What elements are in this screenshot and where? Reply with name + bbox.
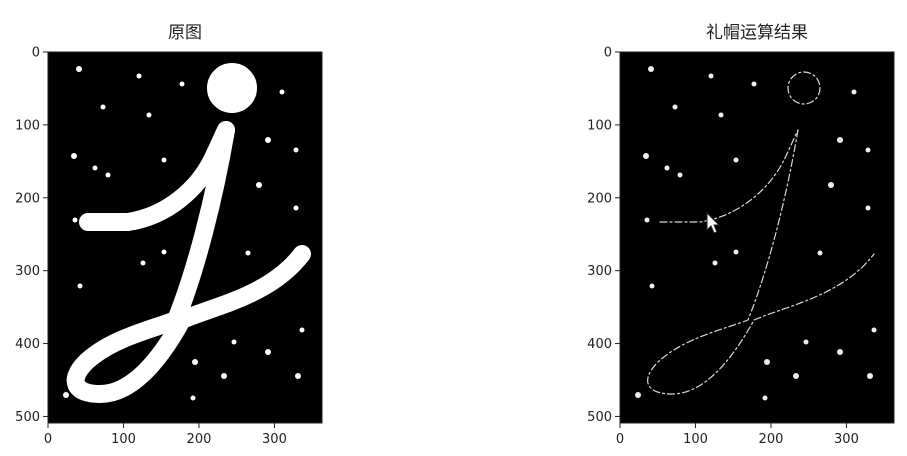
y-tick-label: 500 xyxy=(15,410,40,425)
y-tick-label: 200 xyxy=(15,191,40,206)
y-tick-label: 400 xyxy=(587,337,612,352)
x-tick-label: 300 xyxy=(262,432,287,447)
x-tick-label: 300 xyxy=(834,432,859,447)
y-tick-label: 200 xyxy=(587,191,612,206)
y-tick-label: 100 xyxy=(587,118,612,133)
panel-tophat-result: 礼帽运算结果 0 100 200 300 0 100 200 300 400 500 xyxy=(587,23,894,447)
x-tick-label: 100 xyxy=(111,432,136,447)
panel-title: 礼帽运算结果 xyxy=(706,23,808,43)
y-tick-label: 500 xyxy=(587,410,612,425)
y-tick-label: 400 xyxy=(15,337,40,352)
y-tick-label: 0 xyxy=(604,46,612,61)
image-area xyxy=(620,52,894,423)
y-tick-label: 100 xyxy=(15,118,40,133)
y-tick-label: 300 xyxy=(15,264,40,279)
panel-title: 原图 xyxy=(168,23,202,43)
panel-original: 原图 0 100 200 300 0 100 200 300 400 500 xyxy=(15,23,322,447)
y-tick-label: 0 xyxy=(32,46,40,61)
letter-j-dot xyxy=(211,67,253,109)
x-tick-label: 0 xyxy=(616,432,624,447)
x-tick-label: 200 xyxy=(187,432,212,447)
x-tick-label: 0 xyxy=(44,432,52,447)
x-tick-label: 100 xyxy=(683,432,708,447)
y-tick-label: 300 xyxy=(587,264,612,279)
x-tick-label: 200 xyxy=(759,432,784,447)
